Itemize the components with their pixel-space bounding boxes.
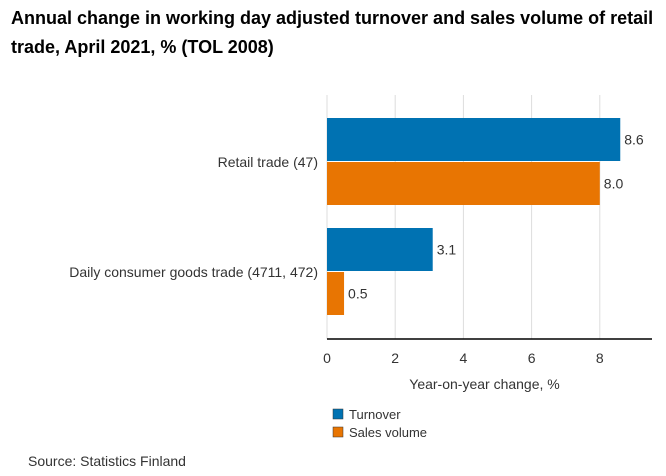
x-tick-label: 8 [596,350,604,366]
bar-turnover [327,228,433,271]
x-axis-title: Year-on-year change, % [409,376,559,392]
data-label: 3.1 [437,242,457,258]
legend-label: Sales volume [349,425,427,440]
category-label: Retail trade (47) [218,154,318,170]
bar-turnover [327,118,621,161]
x-tick-label: 0 [323,350,331,366]
data-label: 8.0 [604,176,624,192]
chart-title: Annual change in working day adjusted tu… [11,8,654,57]
bar-sales-volume [327,162,600,205]
category-label: Daily consumer goods trade (4711, 472) [69,264,318,280]
legend-swatch [332,426,344,438]
source-note: Source: Statistics Finland [28,453,186,469]
x-tick-label: 4 [460,350,468,366]
x-tick-label: 2 [391,350,399,366]
legend-swatch [332,408,344,420]
bar-sales-volume [327,272,345,315]
data-label: 0.5 [348,286,368,302]
x-tick-label: 6 [528,350,536,366]
legend-label: Turnover [349,407,401,422]
data-label: 8.6 [624,132,644,148]
